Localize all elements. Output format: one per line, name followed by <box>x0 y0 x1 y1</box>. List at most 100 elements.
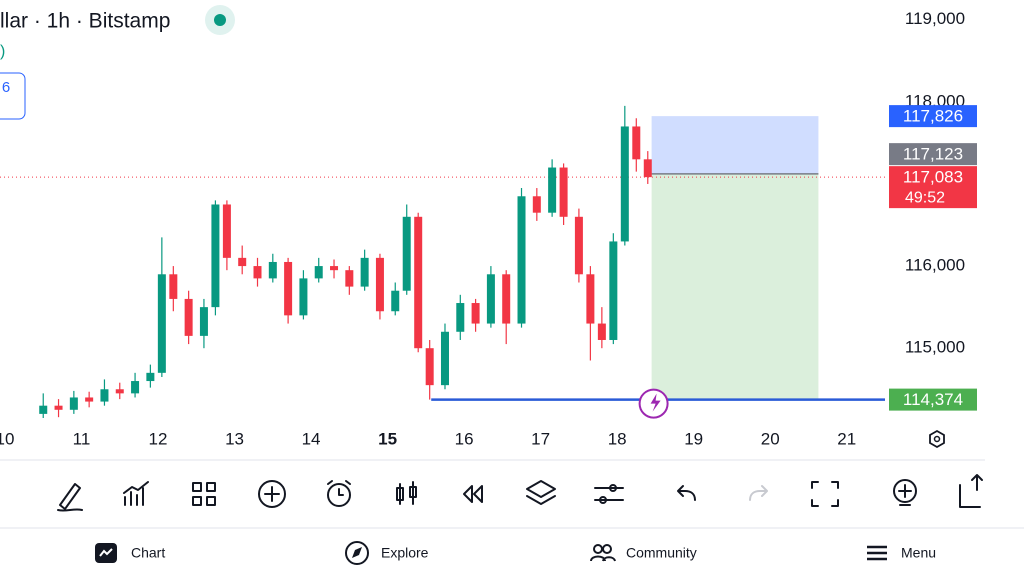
candle-body <box>184 298 193 336</box>
candle-body <box>100 389 109 402</box>
y-tick-label: 119,000 <box>905 9 965 28</box>
indicators-icon[interactable] <box>123 481 149 506</box>
x-tick-label: 11 <box>73 429 91 448</box>
candle-body <box>131 381 140 394</box>
menu-nav-icon[interactable] <box>867 545 887 561</box>
y-tick-label: 115,000 <box>905 338 965 357</box>
candle-body <box>632 126 641 160</box>
explore-nav-icon[interactable] <box>345 541 369 565</box>
x-tick-label: 21 <box>837 429 856 448</box>
candle-body <box>360 257 369 287</box>
nav-label[interactable]: Explore <box>381 545 429 561</box>
candle-body <box>330 266 339 271</box>
toolbar <box>57 474 983 512</box>
subtitle: ) <box>0 43 5 60</box>
candle-body <box>375 257 384 312</box>
candle-body <box>559 167 568 217</box>
candle-body <box>620 126 629 242</box>
x-tick-label: 17 <box>531 429 550 448</box>
replay-icon[interactable] <box>463 485 483 503</box>
alert-icon[interactable] <box>327 483 351 507</box>
badge-text: 6 <box>2 79 10 96</box>
redo-icon <box>749 485 768 501</box>
entry-tag <box>889 143 977 166</box>
fullscreen-icon[interactable] <box>811 481 839 507</box>
candle-body <box>85 397 94 402</box>
last-price-tag-text: 117,083 <box>903 168 963 187</box>
badge[interactable] <box>0 72 26 120</box>
settings-gear[interactable] <box>929 429 945 449</box>
settings-icon[interactable] <box>594 487 624 501</box>
entry-tag-text: 117,123 <box>903 145 963 164</box>
status-dot <box>214 14 226 26</box>
candle-body <box>391 290 400 312</box>
candle-body <box>69 397 78 410</box>
candle-body <box>284 261 293 316</box>
candle-body <box>169 274 178 299</box>
candle-body <box>54 405 63 410</box>
candle-body <box>456 303 465 332</box>
last-price-tag <box>889 166 977 209</box>
bottom-nav: Chart Explore Community Menu <box>95 541 936 565</box>
ideas-icon[interactable] <box>893 479 917 503</box>
candle-body <box>586 274 595 324</box>
nav-label[interactable]: Community <box>626 545 697 561</box>
x-tick-label: 16 <box>455 429 474 448</box>
candle-body <box>39 405 48 414</box>
candle-body <box>643 159 652 178</box>
candle-body <box>253 266 262 279</box>
symbol-title: llar · 1h · Bitstamp <box>0 10 170 33</box>
x-tick-label: 19 <box>684 429 703 448</box>
candle-body <box>574 216 583 275</box>
x-tick-label: 14 <box>302 429 321 448</box>
x-tick-label: 10 <box>0 429 14 448</box>
candle-body <box>268 261 277 279</box>
undo-icon[interactable] <box>677 485 696 501</box>
candle-body <box>471 303 480 324</box>
x-tick-label: 18 <box>608 429 627 448</box>
community-nav-icon[interactable] <box>593 544 603 554</box>
x-tick-label: 20 <box>761 429 780 448</box>
candle-body <box>238 257 247 267</box>
nav-label[interactable]: Chart <box>131 545 165 561</box>
candle-body <box>502 274 511 324</box>
candle-body <box>314 266 323 279</box>
add-icon[interactable] <box>258 480 286 508</box>
candle-body <box>199 307 208 336</box>
candle-body <box>548 167 557 213</box>
y-tick-label: 116,000 <box>905 256 965 275</box>
draw-icon[interactable] <box>57 483 83 512</box>
stop-zone <box>651 173 819 400</box>
candle-body <box>532 196 541 213</box>
candle-body <box>425 348 434 386</box>
candle-body <box>299 278 308 316</box>
candle-body <box>402 216 411 291</box>
x-tick-label: 15 <box>378 429 397 448</box>
candle-body <box>345 270 354 287</box>
templates-icon[interactable] <box>192 482 216 506</box>
candle-body <box>115 389 124 394</box>
target-tag-text: 117,826 <box>903 107 963 126</box>
candle-body <box>414 216 423 349</box>
line-tag-text: 114,374 <box>903 390 963 409</box>
share-icon[interactable] <box>959 474 983 508</box>
layers-icon[interactable] <box>526 480 556 505</box>
line-tag <box>889 388 977 411</box>
target-zone <box>651 116 819 174</box>
candles-icon[interactable] <box>396 481 417 505</box>
candle-body <box>440 331 449 386</box>
target-tag <box>889 105 977 128</box>
candle-body <box>211 204 220 308</box>
candle-body <box>517 196 526 324</box>
x-tick-label: 12 <box>149 429 168 448</box>
nav-label[interactable]: Menu <box>901 545 936 561</box>
countdown: 49:52 <box>905 189 945 206</box>
candle-body <box>609 241 618 340</box>
candle-body <box>486 274 495 324</box>
candle-body <box>222 204 231 258</box>
x-tick-label: 13 <box>225 429 244 448</box>
candle-body <box>146 372 155 382</box>
alert-icon-bolt <box>650 393 661 412</box>
